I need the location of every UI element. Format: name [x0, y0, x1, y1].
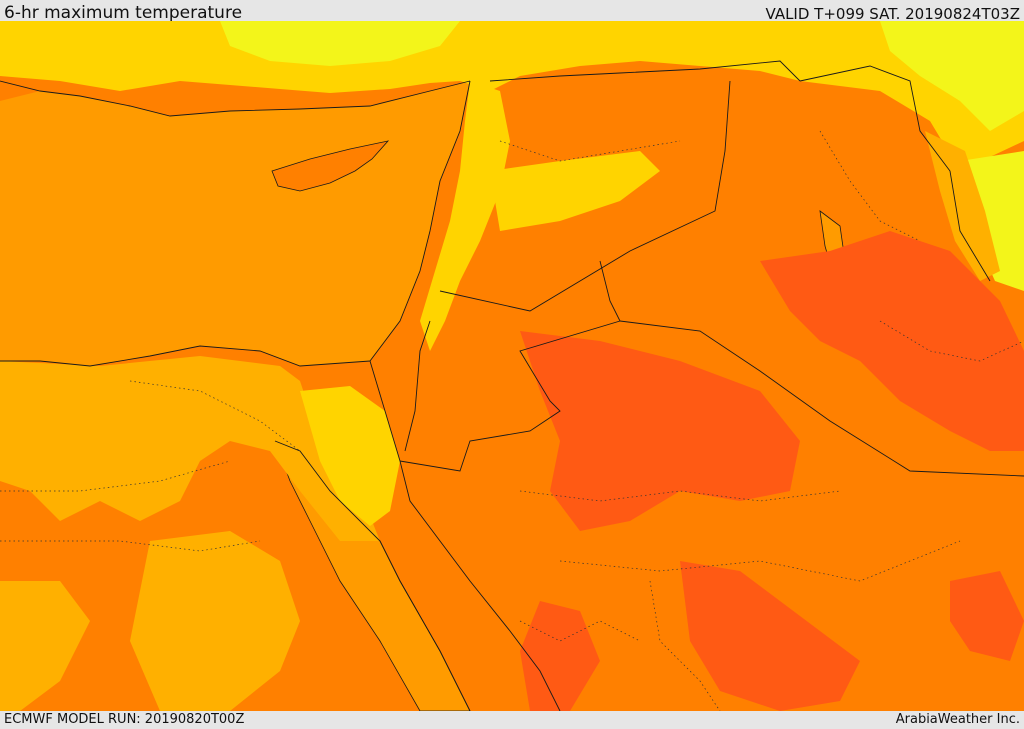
mild-region-southwest — [130, 531, 300, 711]
coolest-patch-northeast — [880, 21, 1024, 131]
map-title: 6-hr maximum temperature — [4, 3, 243, 23]
border-iraq-iran — [799, 65, 991, 282]
border-egypt-israel — [369, 360, 401, 462]
hot-region-south — [680, 561, 860, 711]
coastline-red-sea-east — [399, 460, 561, 711]
coastline-turkey — [0, 80, 471, 117]
hot-region-north-arabia — [520, 331, 800, 531]
hot-region-iraq — [760, 231, 1024, 451]
hot-patch-gulf-coast — [950, 571, 1024, 661]
model-run-label: ECMWF MODEL RUN: 20190820T00Z — [4, 712, 245, 727]
coastline-egypt — [0, 345, 371, 367]
mild-patch-zagros — [925, 131, 1000, 281]
border-saudi-iraq — [619, 320, 1024, 477]
cyprus-island — [271, 140, 390, 192]
cool-patch-sinai — [300, 386, 400, 526]
coolest-patch-turkey — [220, 21, 460, 66]
border-jordan-saudi — [399, 260, 621, 472]
hot-region-southwest — [520, 601, 600, 711]
border-dead-sea — [404, 320, 431, 452]
footer-bar: ECMWF MODEL RUN: 20190820T00Z ArabiaWeat… — [0, 711, 1024, 729]
admin-boundaries — [0, 130, 1024, 711]
coastline-levant — [369, 80, 471, 362]
credit-label: ArabiaWeather Inc. — [895, 712, 1020, 727]
cool-strip-levant — [420, 81, 510, 351]
mild-region-west-edge — [0, 581, 90, 711]
cool-band-north — [0, 21, 1024, 171]
country-borders — [0, 60, 1024, 711]
cool-patch-syria — [490, 151, 660, 231]
temperature-map[interactable] — [0, 21, 1024, 711]
map-canvas — [0, 21, 1024, 711]
border-syria-iraq — [439, 80, 731, 312]
valid-time-label: VALID T+099 SAT. 20190824T03Z — [765, 5, 1020, 23]
coastline-red-sea-west — [274, 440, 471, 711]
header-bar: 6-hr maximum temperature VALID T+099 SAT… — [0, 0, 1024, 23]
mild-region-egypt — [0, 356, 380, 541]
border-syria-turkey — [489, 60, 801, 82]
